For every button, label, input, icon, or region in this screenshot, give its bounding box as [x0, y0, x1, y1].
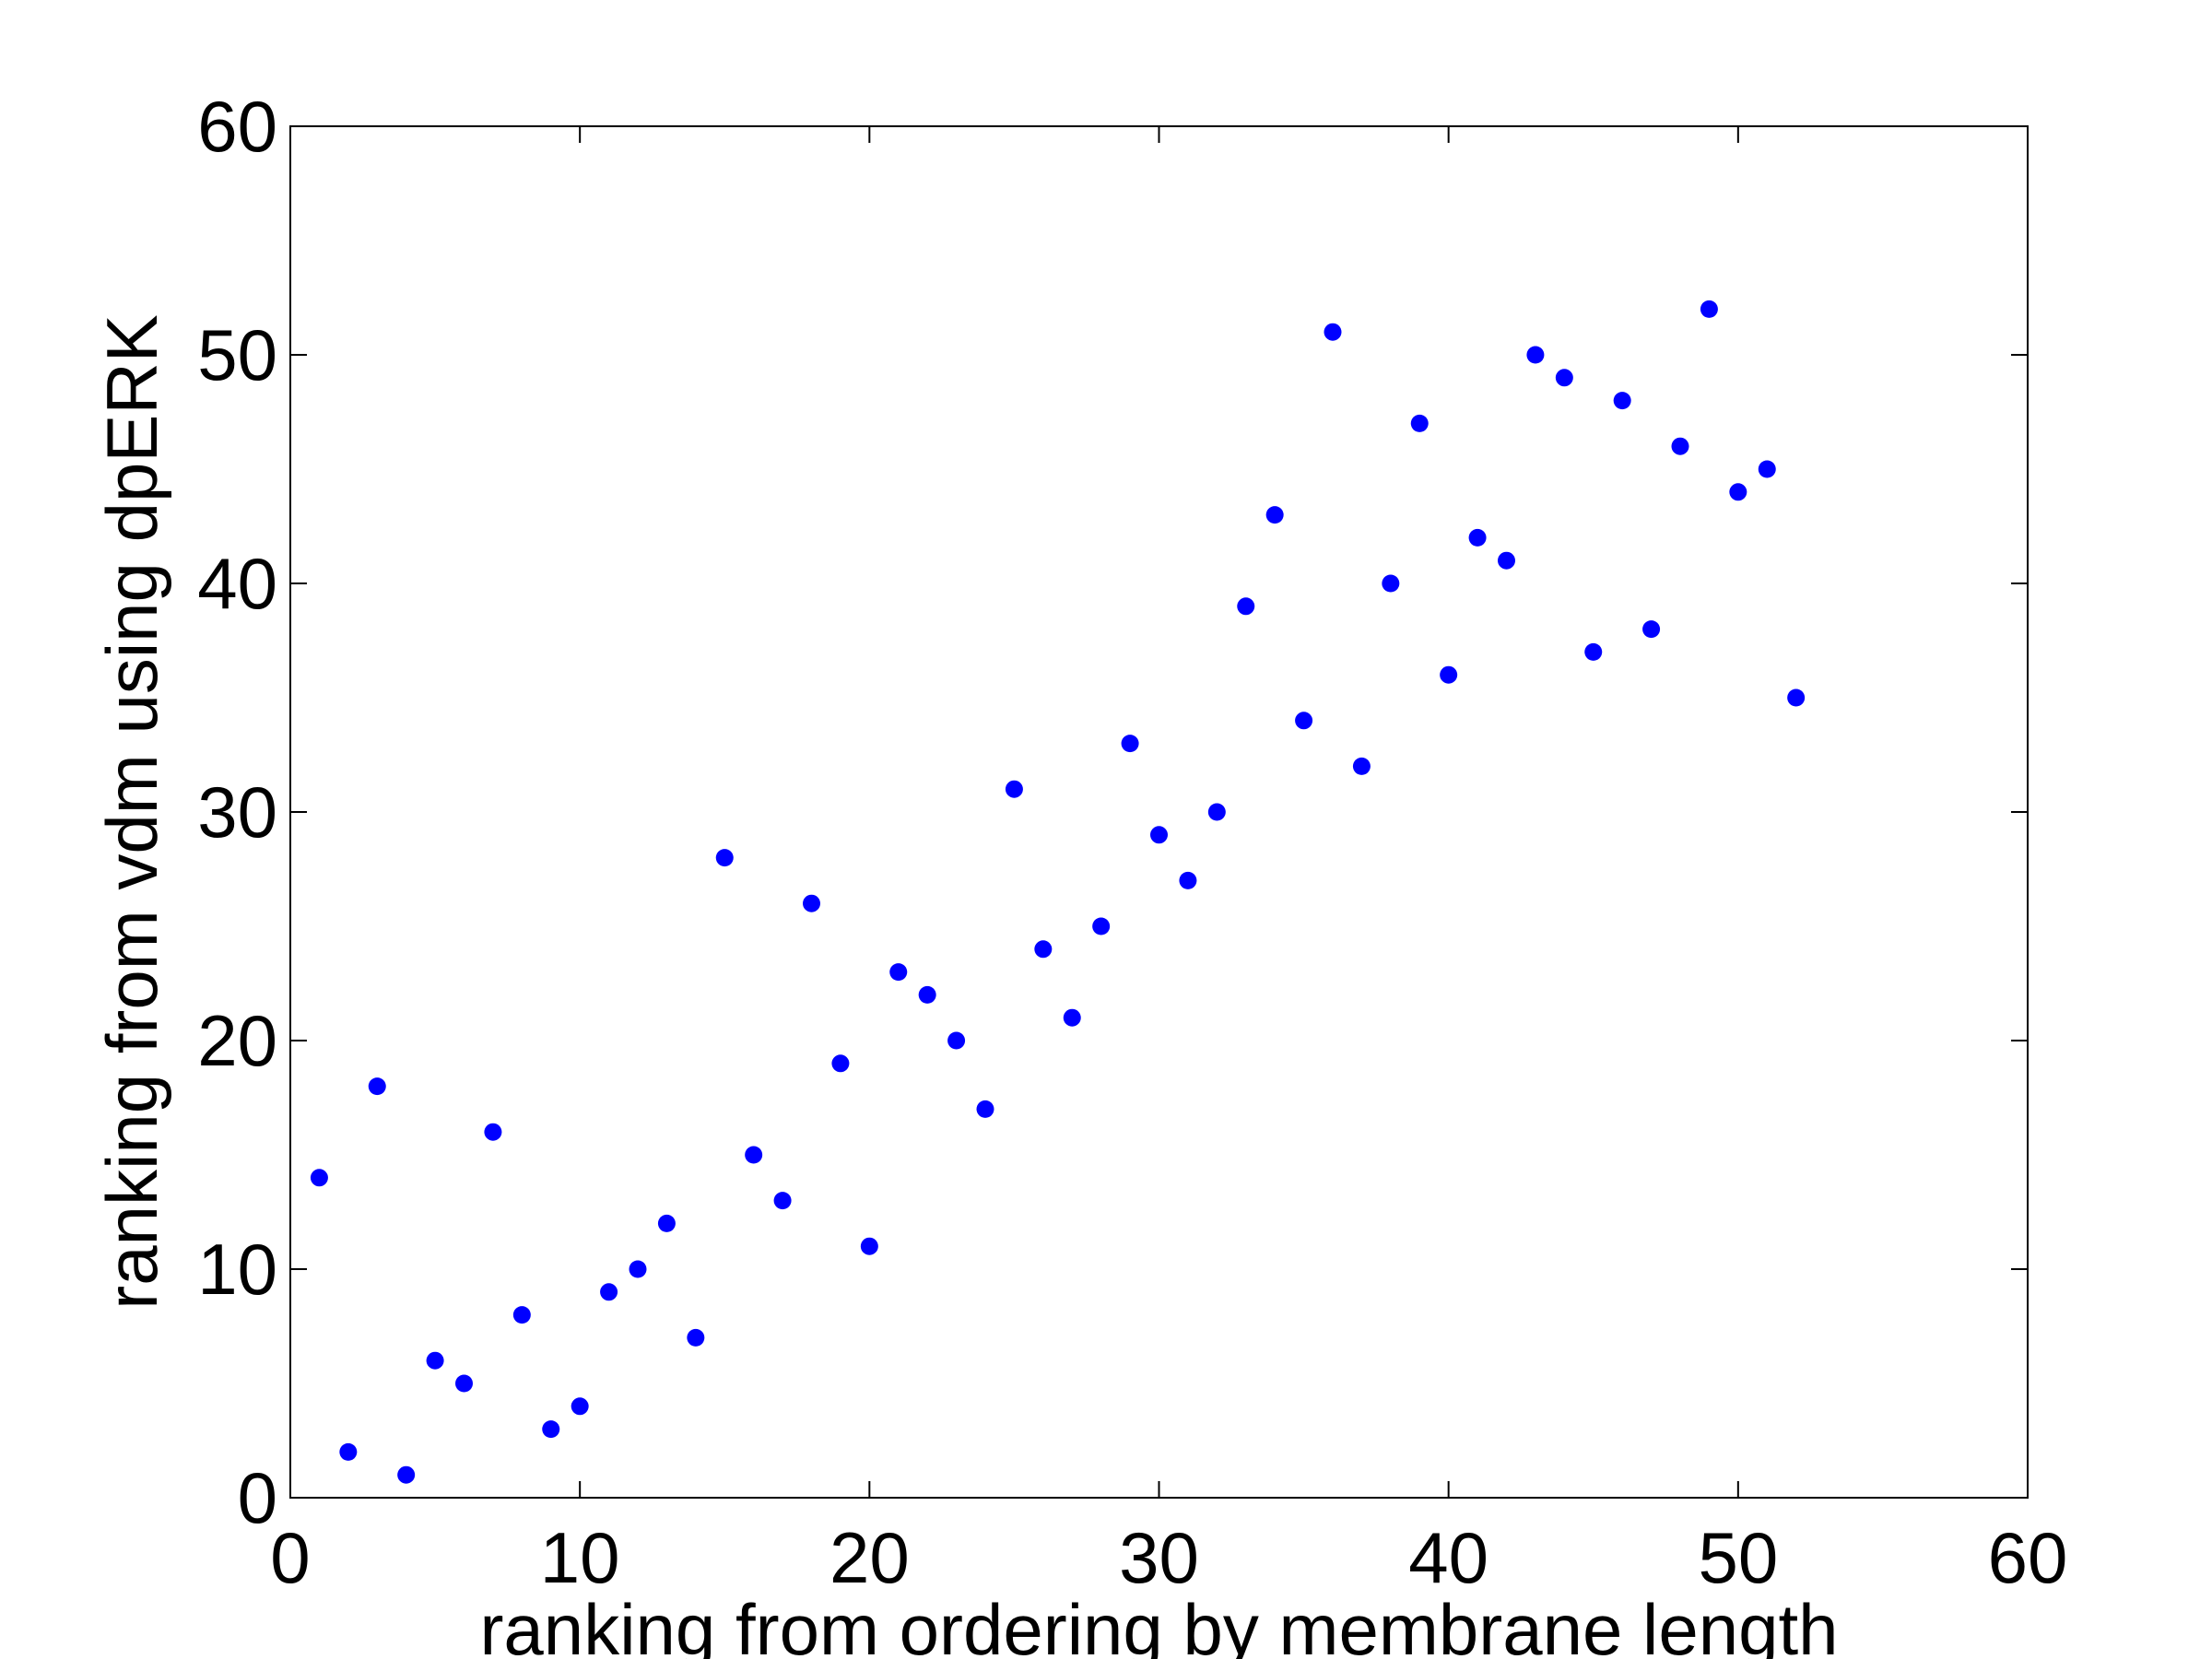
y-tick-label: 10 [197, 1229, 277, 1310]
data-point [600, 1283, 618, 1301]
data-point [1642, 620, 1661, 639]
data-point [1729, 483, 1747, 501]
data-points [310, 300, 1806, 1484]
data-point [310, 1169, 328, 1187]
data-point [1324, 323, 1342, 341]
data-point [773, 1192, 792, 1210]
data-point [1265, 506, 1284, 524]
x-axis-label: ranking from ordering by membrane length [479, 1589, 1838, 1659]
data-point [368, 1077, 386, 1096]
data-point [455, 1374, 473, 1393]
data-point [860, 1237, 878, 1255]
y-tick-label: 30 [197, 771, 277, 853]
x-tick-label: 40 [1408, 1517, 1488, 1598]
data-point [542, 1420, 560, 1439]
data-point [1063, 1008, 1081, 1027]
data-point [715, 849, 734, 867]
data-point [1150, 826, 1168, 844]
y-tick-label: 20 [197, 1000, 277, 1081]
x-tick-label: 60 [1988, 1517, 2068, 1598]
data-point [831, 1054, 850, 1073]
data-point [426, 1351, 444, 1370]
data-point [1179, 871, 1197, 889]
data-point [1295, 712, 1313, 730]
data-point [889, 963, 908, 982]
data-point [1758, 460, 1776, 478]
data-point [1092, 917, 1111, 935]
data-point [629, 1260, 647, 1278]
data-point [947, 1031, 966, 1050]
y-axis-label: ranking from vdm using dpERK [91, 314, 172, 1309]
x-tick-label: 0 [270, 1517, 310, 1598]
data-point [1005, 780, 1023, 798]
data-point [1555, 369, 1573, 387]
data-point [1121, 735, 1139, 753]
data-point [687, 1328, 705, 1347]
data-point [1410, 414, 1429, 432]
y-tick-label: 50 [197, 314, 277, 395]
data-point [1352, 757, 1371, 775]
data-point [339, 1442, 358, 1461]
x-tick-label: 50 [1698, 1517, 1778, 1598]
data-point [1382, 574, 1400, 593]
data-point [1237, 597, 1255, 616]
data-point [1787, 688, 1806, 707]
y-tick-label: 60 [197, 86, 277, 167]
data-point [571, 1397, 589, 1416]
x-tick-label: 20 [830, 1517, 910, 1598]
data-point [1613, 392, 1631, 410]
data-point [1468, 528, 1487, 547]
data-point [1440, 665, 1458, 684]
y-tick-label: 40 [197, 543, 277, 624]
data-point [484, 1123, 502, 1141]
data-point [512, 1306, 531, 1324]
data-point [1584, 642, 1603, 661]
data-point [657, 1214, 676, 1232]
data-point [1034, 940, 1053, 959]
data-point [1498, 551, 1515, 570]
data-point [745, 1146, 763, 1164]
data-point [1700, 300, 1718, 318]
data-point [397, 1465, 416, 1484]
axis-tick-labels: 0 10 20 30 40 50 60 0 10 20 30 40 50 60 [197, 86, 2067, 1598]
data-point [918, 985, 936, 1004]
x-tick-label: 10 [540, 1517, 620, 1598]
data-point [803, 894, 820, 912]
y-tick-label: 0 [238, 1457, 277, 1538]
data-point [1207, 803, 1226, 821]
plot-area-frame [289, 125, 2029, 1499]
data-point [1526, 346, 1545, 364]
x-tick-label: 30 [1119, 1517, 1199, 1598]
data-point [1671, 437, 1689, 455]
data-point [976, 1100, 994, 1118]
